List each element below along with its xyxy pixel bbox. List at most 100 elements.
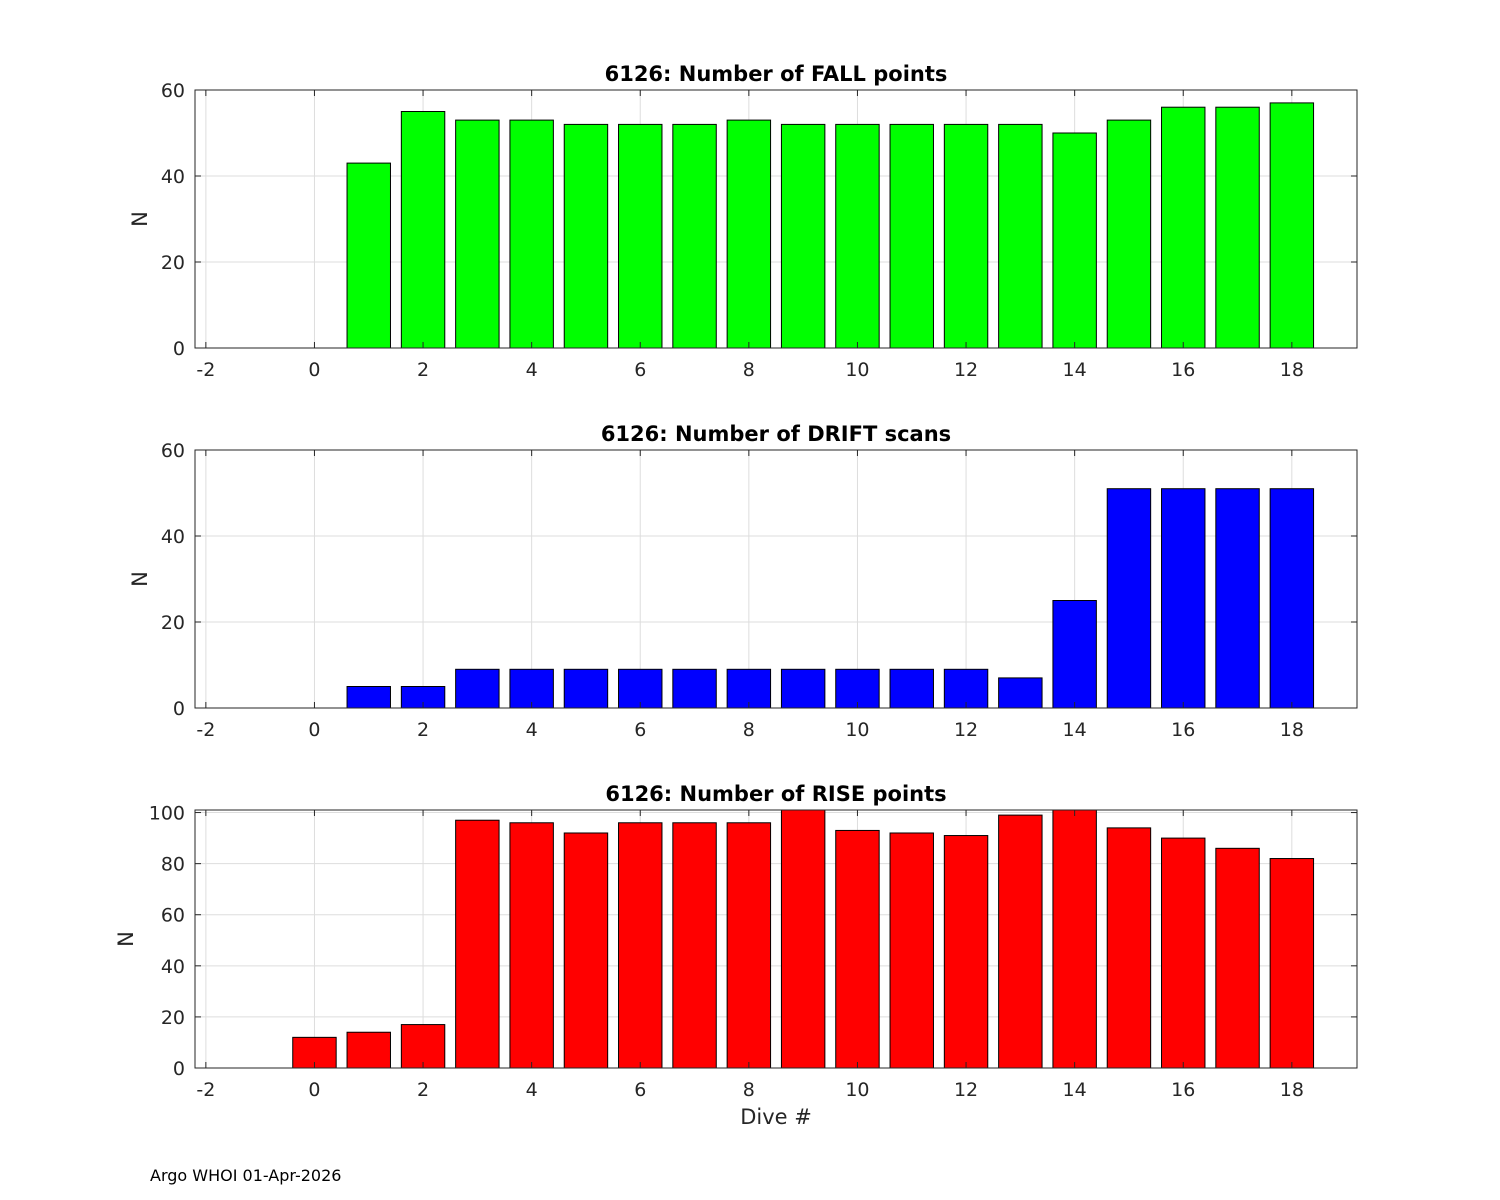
- bar: [998, 123, 1043, 349]
- bar: [563, 668, 609, 709]
- bar: [998, 677, 1043, 709]
- x-tick-label: 6: [634, 1079, 646, 1101]
- bar: [889, 832, 934, 1069]
- bar: [563, 123, 609, 349]
- x-tick-label: 2: [417, 719, 429, 741]
- x-tick-label: 4: [526, 719, 538, 741]
- bar: [346, 162, 391, 349]
- bar: [563, 832, 609, 1069]
- x-axis-label: Dive #: [740, 1105, 812, 1129]
- x-tick-label: 4: [526, 359, 538, 381]
- bar: [1161, 488, 1206, 709]
- bar: [889, 123, 934, 349]
- bar: [400, 111, 446, 349]
- bar: [726, 119, 772, 349]
- x-tick-label: 16: [1171, 1079, 1195, 1101]
- bar: [1269, 488, 1315, 709]
- x-tick-label: 10: [845, 1079, 869, 1101]
- bar: [1269, 102, 1315, 349]
- chart-panel-3: -2 0 2 4 6 8 10 12 14 16 18 0 20 40 60 80 100 6126: Numbe…: [114, 782, 1358, 1129]
- footer-note: Argo WHOI 01-Apr-2026: [150, 1166, 342, 1185]
- y-axis-label: N: [128, 571, 152, 587]
- chart-title: 6126: Number of DRIFT scans: [601, 422, 951, 446]
- x-tick-label: 14: [1063, 359, 1087, 381]
- x-tick-label: 14: [1063, 1079, 1087, 1101]
- bar: [726, 822, 772, 1069]
- bar: [1215, 106, 1260, 349]
- bar: [780, 668, 826, 709]
- bar: [1052, 809, 1097, 1069]
- x-tick-label: -2: [196, 719, 215, 741]
- bar: [618, 822, 663, 1069]
- y-tick-label: 40: [161, 166, 185, 188]
- axes-box: [194, 449, 1358, 709]
- y-axis-label: N: [128, 211, 152, 227]
- chart-panel-2: -2 0 2 4 6 8 10 12 14 16 18 0 20 40 60 6126: Number of …: [128, 422, 1358, 741]
- y-tick-label: 20: [161, 1007, 185, 1029]
- y-tick-label: 60: [161, 80, 185, 102]
- bar: [346, 686, 391, 709]
- x-tick-label: 4: [526, 1079, 538, 1101]
- x-tick-label: 0: [308, 1079, 320, 1101]
- y-tick-label: 80: [161, 854, 185, 876]
- x-tick-label: 12: [954, 719, 978, 741]
- bar: [672, 822, 717, 1069]
- x-tick-label: 6: [634, 719, 646, 741]
- bar: [618, 668, 663, 709]
- bar: [509, 822, 554, 1069]
- bar: [780, 123, 826, 349]
- bar: [943, 123, 989, 349]
- bar: [943, 835, 989, 1069]
- axes-box: [194, 809, 1358, 1069]
- bar: [455, 819, 500, 1069]
- bar: [1052, 132, 1097, 349]
- bar: [1106, 119, 1152, 349]
- x-tick-label: 8: [743, 719, 755, 741]
- x-tick-label: 0: [308, 719, 320, 741]
- bar: [1106, 488, 1152, 709]
- chart-title: 6126: Number of FALL points: [605, 62, 948, 86]
- y-tick-label: 60: [161, 905, 185, 927]
- x-tick-label: 14: [1063, 719, 1087, 741]
- y-tick-label: 60: [161, 440, 185, 462]
- bar: [400, 1024, 446, 1069]
- bar: [1161, 837, 1206, 1069]
- y-tick-label: 20: [161, 252, 185, 274]
- y-tick-label: 0: [173, 338, 185, 360]
- x-tick-label: 0: [308, 359, 320, 381]
- bar: [1215, 488, 1260, 709]
- x-tick-label: 10: [845, 719, 869, 741]
- x-tick-label: 12: [954, 359, 978, 381]
- y-tick-label: 40: [161, 526, 185, 548]
- x-tick-label: 18: [1280, 359, 1304, 381]
- x-tick-label: 2: [417, 359, 429, 381]
- x-tick-label: 18: [1280, 1079, 1304, 1101]
- bar: [1269, 858, 1315, 1069]
- y-tick-label: 0: [173, 1058, 185, 1080]
- bar: [1106, 827, 1152, 1069]
- y-tick-label: 40: [161, 956, 185, 978]
- bar: [455, 119, 500, 349]
- x-tick-label: 16: [1171, 359, 1195, 381]
- bar: [1161, 106, 1206, 349]
- x-tick-label: 8: [743, 359, 755, 381]
- x-tick-label: 10: [845, 359, 869, 381]
- bar: [1052, 600, 1097, 709]
- y-tick-label: 0: [173, 698, 185, 720]
- bar: [672, 668, 717, 709]
- bar: [889, 668, 934, 709]
- bar: [455, 668, 500, 709]
- bar: [672, 123, 717, 349]
- bar: [998, 814, 1043, 1069]
- x-tick-label: 12: [954, 1079, 978, 1101]
- bar: [346, 1031, 391, 1069]
- chart-title: 6126: Number of RISE points: [605, 782, 946, 806]
- bar: [1215, 847, 1260, 1069]
- x-tick-label: -2: [196, 1079, 215, 1101]
- bar: [726, 668, 772, 709]
- y-tick-label: 20: [161, 612, 185, 634]
- axes-box: [194, 89, 1358, 349]
- bar: [780, 809, 826, 1069]
- bar: [835, 829, 880, 1069]
